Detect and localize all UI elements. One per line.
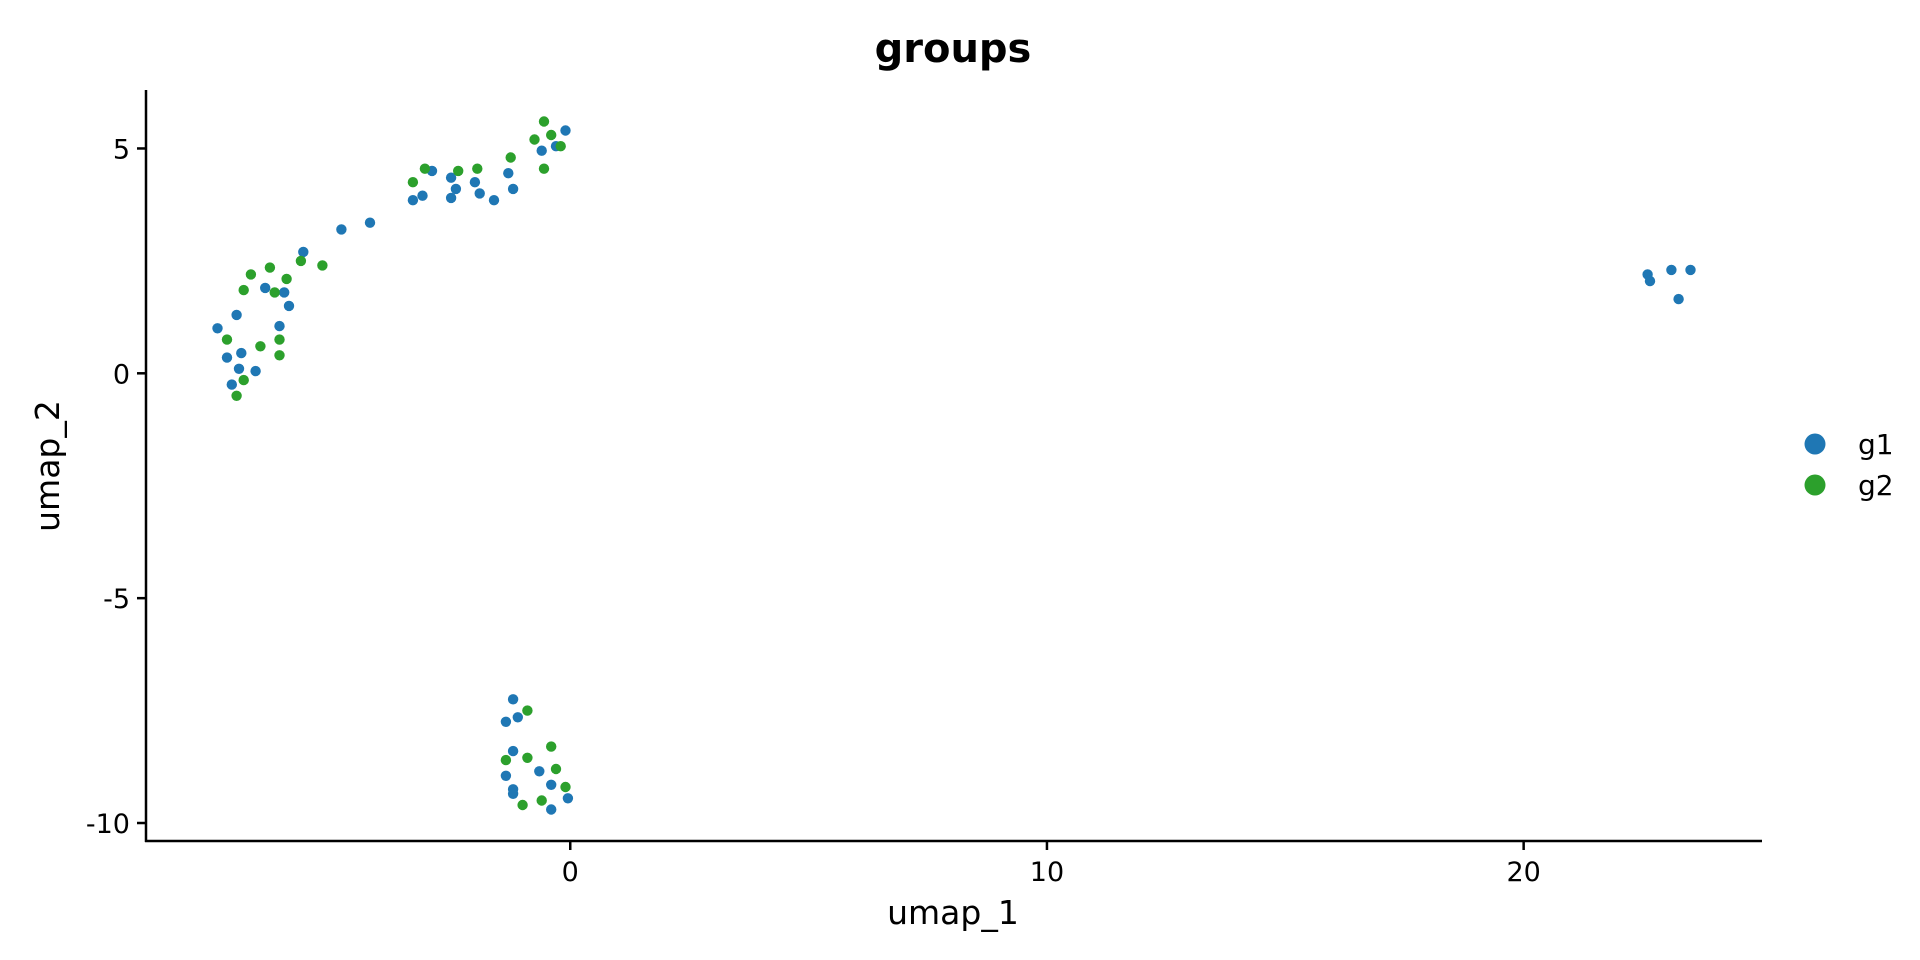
legend-label-g1: g1 — [1858, 428, 1894, 461]
point-g2-18 — [255, 341, 266, 352]
point-g1-23 — [221, 352, 233, 363]
point-g2-21 — [238, 374, 249, 386]
point-g2-27 — [550, 763, 562, 775]
point-g2-23 — [522, 705, 533, 716]
point-g1-40 — [1644, 275, 1656, 287]
point-g2-29 — [517, 799, 528, 811]
plot-points — [212, 116, 1696, 815]
point-g1-24 — [236, 347, 247, 359]
point-g2-13 — [264, 262, 276, 273]
point-g1-10 — [488, 195, 500, 206]
point-g2-30 — [536, 795, 547, 806]
legend-marker-g2 — [1804, 474, 1826, 496]
point-g1-0 — [336, 224, 347, 235]
point-g1-26 — [250, 365, 261, 377]
x-tick-label-1: 10 — [1030, 857, 1064, 888]
x-tick-label-0: 0 — [562, 857, 579, 888]
point-g1-27 — [226, 379, 237, 390]
point-g1-21 — [212, 323, 223, 334]
point-g1-5 — [445, 172, 457, 183]
point-g1-15 — [560, 125, 571, 136]
point-g1-33 — [500, 770, 512, 781]
point-g1-13 — [536, 145, 547, 156]
point-g2-9 — [555, 141, 566, 152]
point-g1-12 — [507, 183, 519, 195]
point-g1-22 — [231, 309, 242, 321]
point-g1-35 — [507, 788, 519, 799]
x-tick-label-2: 20 — [1506, 857, 1540, 888]
point-g2-10 — [317, 260, 328, 271]
y-axis-ticks: 5 0 -5 -10 — [86, 134, 146, 840]
point-g1-32 — [534, 766, 545, 777]
point-g1-18 — [279, 287, 290, 298]
point-g2-28 — [560, 781, 571, 793]
point-g2-12 — [281, 273, 292, 285]
point-g1-8 — [469, 177, 481, 188]
point-g1-43 — [1685, 264, 1696, 276]
legend-label-g2: g2 — [1858, 469, 1894, 502]
point-g1-29 — [512, 712, 523, 723]
point-g2-25 — [522, 752, 533, 763]
point-g2-8 — [538, 163, 550, 174]
point-g2-6 — [538, 116, 550, 127]
point-g1-2 — [407, 195, 419, 206]
chart-title: groups — [875, 26, 1032, 72]
point-g2-26 — [546, 741, 557, 752]
y-tick-label-0: 5 — [113, 134, 130, 165]
y-tick-label-2: -5 — [103, 584, 130, 615]
point-g1-38 — [546, 804, 557, 815]
point-g1-7 — [445, 192, 457, 204]
point-g1-6 — [450, 183, 462, 195]
point-g2-1 — [419, 163, 431, 174]
point-g1-36 — [546, 779, 557, 790]
point-g1-25 — [233, 363, 245, 374]
y-tick-label-1: 0 — [113, 359, 130, 390]
point-g2-2 — [453, 165, 464, 177]
y-tick-label-3: -10 — [86, 809, 130, 840]
point-g1-3 — [417, 190, 428, 201]
point-g2-24 — [500, 754, 512, 766]
point-g2-15 — [238, 284, 249, 296]
point-g1-41 — [1666, 264, 1677, 276]
point-g1-16 — [298, 246, 309, 258]
x-axis-label: umap_1 — [887, 893, 1019, 932]
point-g1-42 — [1673, 293, 1684, 305]
point-g2-0 — [407, 177, 419, 188]
point-g2-7 — [546, 129, 557, 141]
point-g1-17 — [260, 282, 271, 294]
point-g2-17 — [221, 334, 233, 345]
point-g2-11 — [295, 255, 307, 267]
point-g1-9 — [474, 188, 485, 199]
x-axis-ticks: 0 10 20 — [562, 841, 1541, 888]
point-g1-1 — [364, 217, 376, 228]
point-g1-20 — [274, 320, 285, 332]
point-g2-5 — [529, 134, 540, 145]
point-g1-31 — [507, 745, 519, 757]
y-axis-label: umap_2 — [28, 400, 67, 532]
point-g1-11 — [503, 168, 514, 179]
point-g2-19 — [274, 334, 285, 345]
point-g2-3 — [472, 163, 483, 174]
point-g1-30 — [500, 716, 512, 727]
point-g2-20 — [274, 350, 285, 361]
point-g2-16 — [269, 287, 280, 298]
point-g2-14 — [245, 269, 257, 280]
point-g1-28 — [507, 694, 519, 705]
point-g1-37 — [562, 793, 574, 804]
point-g2-22 — [231, 390, 242, 401]
legend-marker-g1 — [1804, 433, 1826, 455]
point-g2-4 — [505, 152, 516, 163]
point-g1-19 — [283, 300, 295, 312]
